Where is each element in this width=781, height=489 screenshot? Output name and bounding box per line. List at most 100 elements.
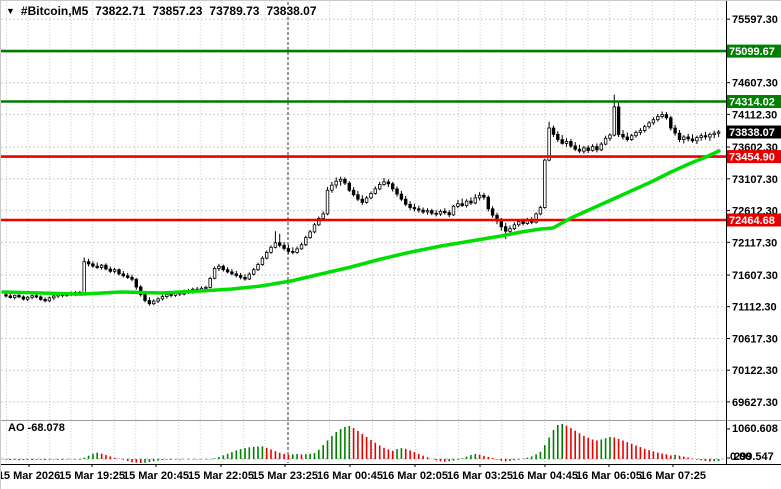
candlestick <box>217 265 221 269</box>
price-axis-label: 69627.30 <box>732 397 778 409</box>
candlestick <box>347 182 351 191</box>
candlestick <box>638 130 643 133</box>
ohlc-low: 73789.73 <box>209 4 260 18</box>
candlestick <box>456 203 460 207</box>
candlestick <box>86 261 91 265</box>
candlestick <box>243 276 247 280</box>
candlestick <box>708 133 712 138</box>
time-axis-label: 16 Mar 02:05 <box>382 470 448 482</box>
candlestick <box>351 189 356 196</box>
candlestick <box>543 159 547 208</box>
candlestick <box>269 246 273 253</box>
time-axis-label: 16 Mar 03:25 <box>447 470 513 482</box>
candlestick <box>121 273 125 277</box>
price-box <box>727 125 781 139</box>
candlestick <box>395 188 399 195</box>
candlestick <box>34 295 39 298</box>
candlestick <box>99 264 104 268</box>
time-axis-label: 16 Mar 06:05 <box>576 470 642 482</box>
candlestick <box>464 200 469 207</box>
candlestick <box>134 278 138 288</box>
price-axis-label: 72117.30 <box>732 237 777 249</box>
candlestick <box>212 267 217 279</box>
candlestick <box>377 183 382 190</box>
time-axis-label: 15 Mar 2026 <box>1 470 60 482</box>
candlestick <box>521 221 525 224</box>
candlestick <box>517 221 521 226</box>
candlestick <box>260 257 265 266</box>
candlestick <box>21 296 26 300</box>
candlestick <box>564 141 569 144</box>
candlestick <box>586 147 590 151</box>
candlestick <box>403 198 408 205</box>
candlestick <box>386 181 391 185</box>
candlestick <box>603 137 608 145</box>
candlestick <box>264 251 269 259</box>
symbol-dropdown-icon[interactable]: ▼ <box>6 6 15 16</box>
candlestick <box>356 194 360 200</box>
candlestick <box>556 133 560 140</box>
price-axis-label: 74112.30 <box>732 109 777 121</box>
candlestick <box>373 188 377 194</box>
candlestick <box>12 294 17 298</box>
candlestick <box>438 210 443 215</box>
time-axis-label: 16 Mar 04:45 <box>512 470 578 482</box>
time-axis-label: 15 Mar 19:25 <box>59 470 125 482</box>
candlestick <box>91 263 95 267</box>
candlestick <box>382 181 386 185</box>
candlestick <box>651 119 656 124</box>
candlestick <box>282 244 286 249</box>
candlestick <box>712 132 716 135</box>
price-box-label: 75099.67 <box>729 46 775 58</box>
candlestick <box>616 106 621 135</box>
candlestick <box>460 203 464 206</box>
candlestick <box>299 244 304 250</box>
candlestick <box>469 200 473 204</box>
candlestick <box>673 127 677 134</box>
candlestick <box>634 132 638 137</box>
candlestick <box>408 203 412 208</box>
price-box-label: 74314.02 <box>729 97 775 109</box>
candlestick <box>538 207 543 215</box>
candlestick <box>508 228 512 232</box>
candlestick <box>17 294 21 298</box>
candlestick <box>277 242 282 246</box>
price-axis-label: 71112.30 <box>732 302 777 314</box>
candlestick <box>390 183 395 190</box>
candlestick <box>695 137 699 142</box>
candlestick <box>169 293 173 296</box>
candlestick <box>126 275 130 278</box>
symbol-period: #Bitcoin,M5 <box>20 4 89 18</box>
candlestick <box>338 178 343 182</box>
candlestick <box>291 250 295 253</box>
price-box-label: 73838.07 <box>729 127 775 139</box>
candlestick <box>230 271 234 275</box>
candlestick <box>686 136 690 140</box>
candlestick <box>204 286 208 289</box>
time-axis-label: 16 Mar 07:25 <box>640 470 706 482</box>
candlestick <box>52 295 56 299</box>
candlestick <box>108 268 112 272</box>
candlestick <box>690 138 695 142</box>
candlestick <box>39 296 43 300</box>
candlestick <box>208 277 212 288</box>
candlestick <box>490 208 495 216</box>
candlestick <box>369 192 373 199</box>
candlestick <box>317 217 321 226</box>
candlestick <box>117 269 121 275</box>
candlestick <box>569 141 573 147</box>
candlestick <box>499 220 503 228</box>
ohlc-high: 73857.23 <box>152 4 203 18</box>
candlestick <box>256 264 260 271</box>
price-box-label: 73454.90 <box>729 152 775 164</box>
price-box <box>727 150 781 164</box>
candlestick <box>599 143 603 151</box>
candlestick <box>443 210 447 214</box>
candlestick <box>630 135 634 140</box>
candlestick <box>43 299 47 302</box>
time-axis-label: 15 Mar 20:45 <box>123 470 189 482</box>
candlestick <box>612 106 616 136</box>
candlestick <box>412 207 417 210</box>
candlestick <box>273 242 278 248</box>
